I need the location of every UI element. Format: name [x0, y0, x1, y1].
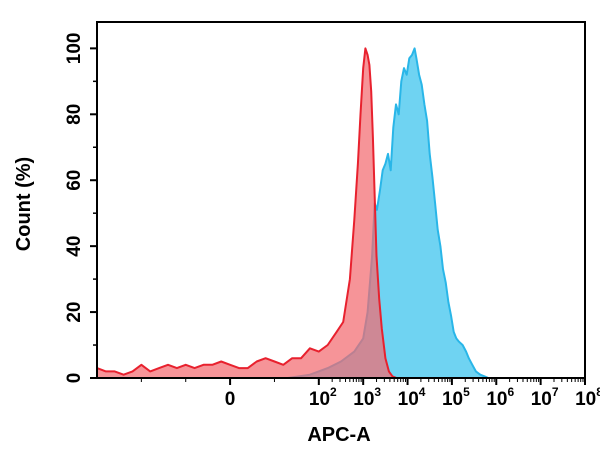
series-2-area: [97, 48, 585, 378]
y-tick-label: 0: [64, 373, 85, 384]
y-tick-label: 20: [64, 302, 85, 323]
x-axis-title: APC-A: [307, 424, 370, 446]
x-tick-label: 106: [486, 385, 514, 410]
plot-area: [97, 47, 585, 378]
y-tick-label: 80: [64, 104, 85, 125]
y-axis-title: Count (%): [13, 157, 35, 251]
x-tick-label: 0: [225, 389, 236, 410]
x-tick-label: 108: [575, 385, 600, 410]
x-tick-label: 102: [309, 385, 337, 410]
y-tick-label: 60: [64, 170, 85, 191]
series-2-line: [97, 47, 585, 378]
x-tick-label: 103: [353, 385, 381, 410]
y-tick-label: 100: [64, 33, 85, 65]
y-tick-label: 40: [64, 236, 85, 257]
plot-frame: [96, 21, 586, 379]
x-tick-label: 105: [442, 385, 470, 410]
x-tick-label: 104: [398, 385, 426, 410]
x-tick-label: 107: [531, 385, 559, 410]
y-axis: 0 20 40 60 80 100: [64, 33, 97, 384]
x-axis: 0 102 103 104 105 106 107 108: [140, 378, 600, 410]
